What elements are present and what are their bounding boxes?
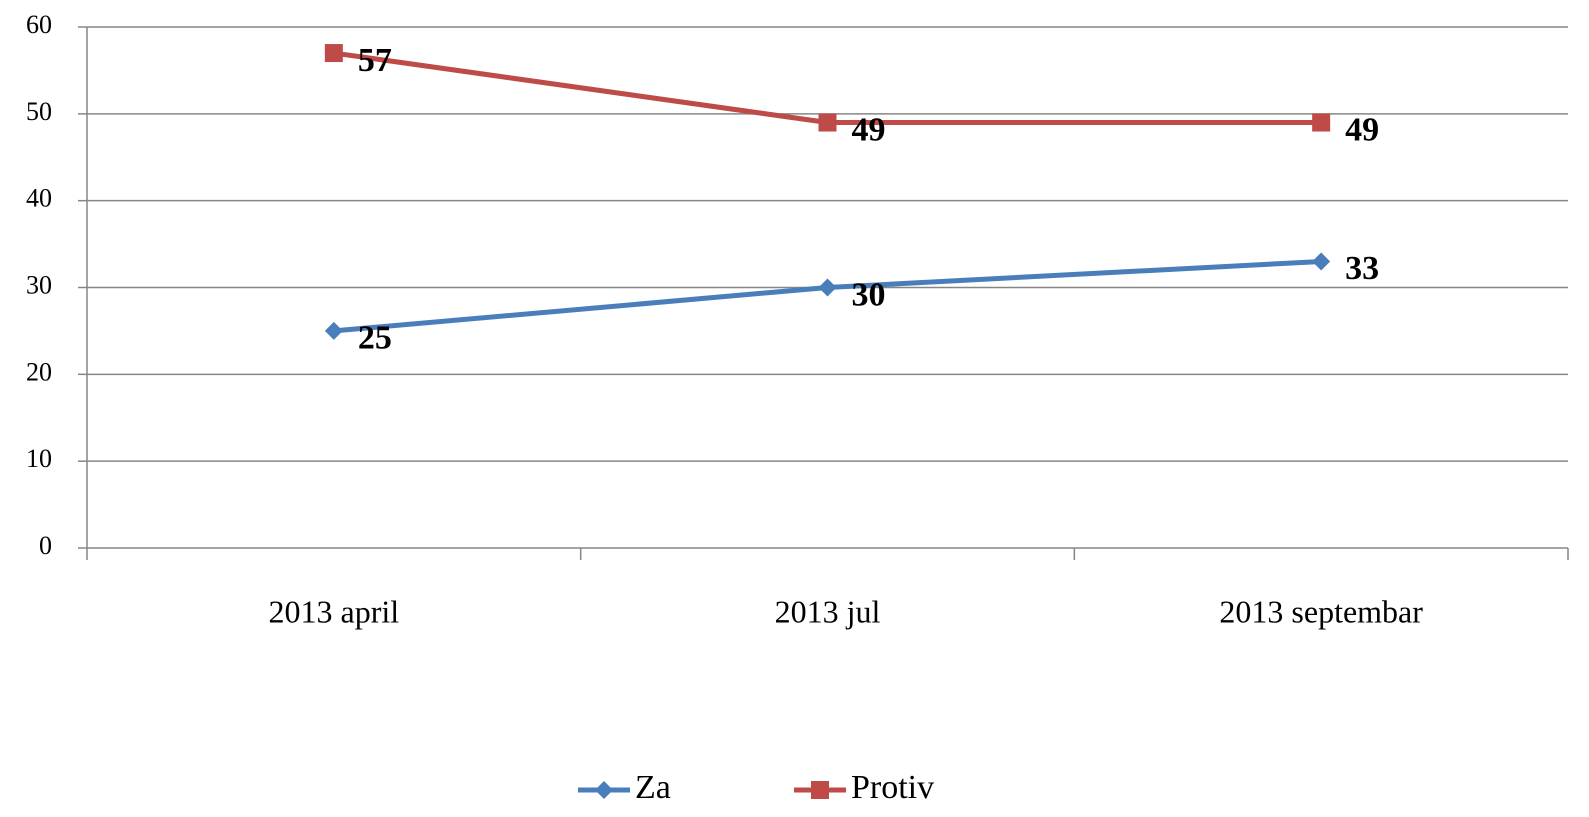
data-label: 25 bbox=[358, 320, 392, 357]
data-point bbox=[324, 321, 343, 340]
x-tick-label: 2013 septembar bbox=[1219, 593, 1423, 629]
x-tick-label: 2013 april bbox=[269, 593, 400, 629]
x-tick-label: 2013 jul bbox=[775, 593, 881, 629]
legend-marker bbox=[595, 781, 613, 799]
data-point bbox=[1312, 252, 1331, 271]
y-tick-label: 0 bbox=[39, 531, 52, 560]
data-label: 57 bbox=[358, 42, 392, 79]
data-label: 49 bbox=[1345, 111, 1379, 148]
series-line bbox=[333, 50, 1322, 126]
y-tick-label: 20 bbox=[26, 357, 52, 386]
y-tick-label: 10 bbox=[26, 444, 52, 473]
data-point bbox=[324, 44, 343, 63]
data-point bbox=[1312, 113, 1331, 132]
data-label: 30 bbox=[852, 276, 886, 313]
data-point bbox=[818, 113, 837, 132]
legend-label: Protiv bbox=[851, 769, 934, 806]
legend-label: Za bbox=[635, 769, 671, 806]
data-label: 33 bbox=[1345, 250, 1379, 287]
y-tick-label: 30 bbox=[26, 270, 52, 299]
y-tick-label: 40 bbox=[26, 184, 52, 213]
data-point bbox=[818, 278, 837, 297]
y-tick-label: 60 bbox=[26, 10, 52, 39]
legend-marker bbox=[811, 781, 829, 799]
data-label: 49 bbox=[852, 111, 886, 148]
y-tick-label: 50 bbox=[26, 97, 52, 126]
